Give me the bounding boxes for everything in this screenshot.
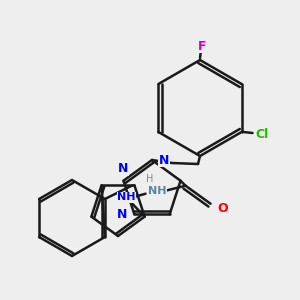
Text: N: N bbox=[117, 208, 128, 221]
Text: O: O bbox=[217, 202, 228, 215]
Text: N: N bbox=[118, 162, 129, 175]
Text: NH: NH bbox=[117, 192, 136, 202]
Text: Cl: Cl bbox=[255, 128, 268, 140]
Text: H: H bbox=[146, 174, 153, 184]
Text: F: F bbox=[198, 40, 206, 52]
Text: N: N bbox=[159, 154, 169, 166]
Text: NH: NH bbox=[148, 186, 167, 196]
